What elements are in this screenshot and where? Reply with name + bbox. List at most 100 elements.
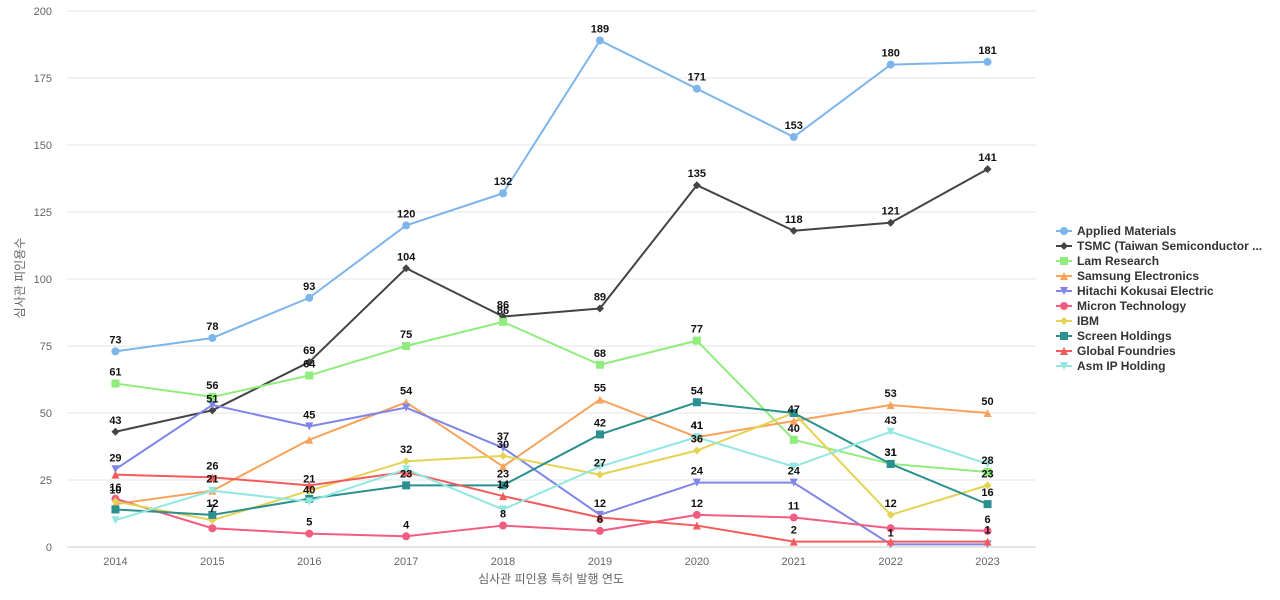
legend-marker <box>1060 346 1068 355</box>
data-label: 30 <box>497 439 509 451</box>
series-6 <box>111 409 992 525</box>
legend-item[interactable]: Hitachi Kokusai Electric <box>1056 283 1262 298</box>
series-line <box>114 412 989 522</box>
data-point <box>305 497 314 506</box>
data-label: 86 <box>497 305 509 317</box>
data-label: 78 <box>206 321 218 333</box>
data-label: 189 <box>591 23 609 35</box>
series-line <box>114 168 989 433</box>
data-label: 21 <box>303 474 315 486</box>
legend-symbol <box>1056 241 1072 250</box>
data-point <box>111 497 120 506</box>
data-point <box>983 500 992 509</box>
legend-marker <box>1060 316 1068 325</box>
data-point <box>305 529 314 538</box>
y-tick-label: 200 <box>34 6 52 18</box>
data-point <box>595 513 604 522</box>
legend-item[interactable]: Lam Research <box>1056 253 1262 268</box>
x-tick-label: 2017 <box>394 556 418 568</box>
data-label: 141 <box>978 152 996 164</box>
y-axis-tick-labels: 0 25 50 75 100 125 150 175 200 <box>34 6 52 554</box>
data-label: 171 <box>688 72 706 84</box>
data-label: 69 <box>303 345 315 357</box>
data-label: 54 <box>400 385 413 397</box>
data-point <box>111 505 120 514</box>
data-label: 64 <box>303 358 316 370</box>
x-tick-label: 2022 <box>878 556 902 568</box>
legend-item[interactable]: IBM <box>1056 313 1262 328</box>
legend-symbol <box>1056 301 1072 310</box>
data-point <box>595 395 604 404</box>
data-label: 50 <box>981 396 993 408</box>
data-label: 16 <box>109 482 121 494</box>
data-point <box>305 435 314 444</box>
data-point <box>402 465 411 474</box>
data-label: 53 <box>885 388 897 400</box>
data-label: 43 <box>109 415 121 427</box>
legend-item[interactable]: Screen Holdings <box>1056 328 1262 343</box>
data-label: 121 <box>881 206 899 218</box>
data-label: 86 <box>497 300 509 312</box>
data-point <box>499 189 508 198</box>
data-label: 43 <box>885 415 897 427</box>
legend-item[interactable]: Applied Materials <box>1056 223 1262 238</box>
data-point <box>789 132 798 141</box>
legend-marker <box>1060 271 1068 280</box>
legend-item[interactable]: Micron Technology <box>1056 298 1262 313</box>
legend-label: Applied Materials <box>1077 223 1177 238</box>
legend-item[interactable]: Global Foundries <box>1056 343 1262 358</box>
data-point <box>305 371 314 380</box>
legend-item[interactable]: Samsung Electronics <box>1056 268 1262 283</box>
x-tick-label: 2018 <box>491 556 515 568</box>
data-point <box>789 226 798 235</box>
data-label: 23 <box>497 468 509 480</box>
series-layer <box>111 36 992 549</box>
data-label: 75 <box>400 329 412 341</box>
data-label: 24 <box>788 466 801 478</box>
data-point <box>789 435 798 444</box>
data-point <box>595 526 604 535</box>
data-label: 45 <box>303 409 315 421</box>
data-label: 1 <box>984 525 990 537</box>
data-label: 41 <box>691 420 703 432</box>
data-label: 153 <box>785 120 803 132</box>
data-label: 28 <box>981 455 993 467</box>
data-label: 47 <box>788 404 800 416</box>
data-point <box>499 505 508 514</box>
data-point <box>692 478 701 487</box>
data-point <box>983 537 992 546</box>
data-label: 37 <box>497 431 509 443</box>
data-point <box>595 360 604 369</box>
data-label: 6 <box>597 514 603 526</box>
legend-label: Asm IP Holding <box>1077 358 1166 373</box>
y-tick-label: 150 <box>34 140 52 152</box>
data-point <box>305 358 314 367</box>
data-label: 32 <box>400 444 412 456</box>
data-point <box>692 433 701 442</box>
data-point <box>983 481 992 490</box>
data-label: 51 <box>206 393 218 405</box>
data-label: 12 <box>885 498 897 510</box>
data-point <box>499 521 508 530</box>
data-label: 2 <box>791 525 797 537</box>
data-point <box>983 57 992 66</box>
data-point <box>499 492 508 501</box>
data-point <box>208 486 217 495</box>
data-point <box>499 443 508 452</box>
data-point <box>789 462 798 471</box>
data-point <box>692 181 701 190</box>
data-point <box>208 333 217 342</box>
series-line <box>114 401 989 516</box>
data-point <box>789 417 798 426</box>
legend-symbol <box>1056 361 1072 370</box>
data-label: 104 <box>397 251 416 263</box>
data-label: 77 <box>691 324 703 336</box>
data-point <box>692 446 701 455</box>
data-label: 24 <box>691 466 704 478</box>
data-point <box>595 430 604 439</box>
legend-item[interactable]: TSMC (Taiwan Semiconductor ... <box>1056 238 1262 253</box>
legend-marker <box>1060 256 1068 265</box>
legend-symbol <box>1056 286 1072 295</box>
legend-item[interactable]: Asm IP Holding <box>1056 358 1262 373</box>
data-point <box>886 510 895 519</box>
